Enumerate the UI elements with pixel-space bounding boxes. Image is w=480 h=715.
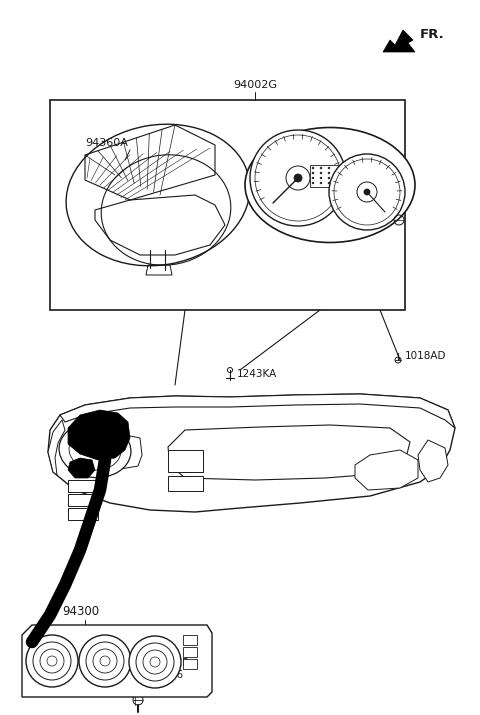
Polygon shape (168, 425, 410, 480)
Polygon shape (68, 410, 130, 460)
Circle shape (320, 172, 322, 174)
Bar (168, 450, 203, 472)
Ellipse shape (245, 127, 415, 242)
Circle shape (320, 182, 322, 184)
Text: 94002G: 94002G (233, 80, 277, 90)
Text: 1018AD: 1018AD (405, 351, 446, 361)
Circle shape (364, 189, 370, 195)
Circle shape (100, 656, 110, 666)
Polygon shape (355, 450, 418, 490)
Bar (183, 635, 197, 645)
Bar (168, 476, 203, 491)
Text: 94300: 94300 (62, 605, 99, 618)
Circle shape (320, 167, 322, 169)
Text: 69826: 69826 (150, 670, 183, 680)
Ellipse shape (59, 423, 131, 478)
Circle shape (250, 130, 346, 226)
Circle shape (328, 167, 330, 169)
Circle shape (320, 177, 322, 179)
Bar (68, 508, 98, 520)
Circle shape (136, 643, 174, 681)
Circle shape (312, 182, 314, 184)
Bar (50, 100, 405, 310)
Circle shape (329, 154, 405, 230)
Circle shape (312, 167, 314, 169)
Polygon shape (418, 440, 448, 482)
Circle shape (93, 649, 117, 673)
Circle shape (328, 182, 330, 184)
Bar (310, 165, 338, 187)
Polygon shape (22, 625, 212, 697)
Bar (183, 659, 197, 669)
Polygon shape (48, 394, 455, 512)
Text: FR.: FR. (420, 28, 445, 41)
Circle shape (86, 642, 124, 680)
Circle shape (294, 174, 302, 182)
Polygon shape (383, 30, 415, 52)
Circle shape (328, 172, 330, 174)
Circle shape (312, 177, 314, 179)
Bar (68, 480, 98, 492)
Bar (68, 494, 98, 506)
Circle shape (328, 177, 330, 179)
Polygon shape (60, 394, 455, 428)
Ellipse shape (69, 430, 121, 470)
Text: 1243KA: 1243KA (237, 369, 277, 379)
Polygon shape (68, 458, 95, 478)
Circle shape (26, 635, 78, 687)
Polygon shape (65, 434, 142, 470)
Circle shape (47, 656, 57, 666)
Circle shape (129, 636, 181, 688)
Text: 94360A: 94360A (85, 138, 128, 148)
Polygon shape (48, 420, 65, 475)
Circle shape (312, 172, 314, 174)
Circle shape (150, 657, 160, 667)
Text: 1249EB: 1249EB (150, 658, 190, 668)
Bar (183, 647, 197, 657)
Circle shape (40, 649, 64, 673)
Circle shape (33, 642, 71, 680)
Circle shape (143, 650, 167, 674)
Circle shape (79, 635, 131, 687)
